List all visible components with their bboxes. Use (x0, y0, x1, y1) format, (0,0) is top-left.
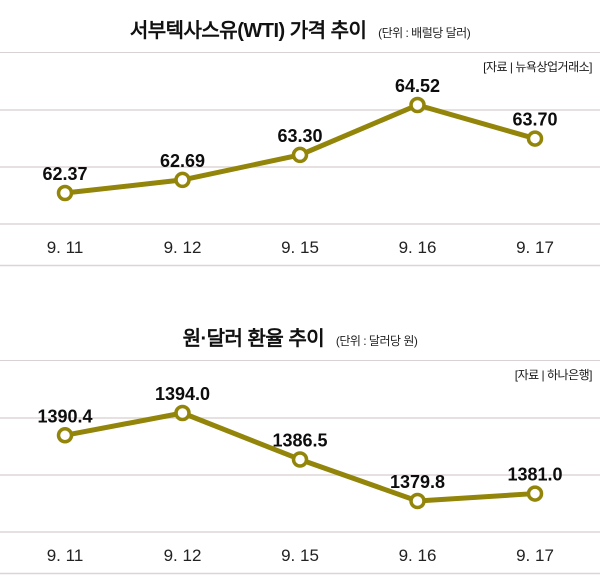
x-tick-label: 9. 11 (47, 546, 84, 565)
chart-unit-label: (단위 : 달러당 원) (335, 334, 418, 348)
x-tick-label: 9. 12 (164, 238, 202, 257)
data-point-marker (56, 427, 74, 444)
value-label: 1379.8 (390, 472, 445, 492)
wti-chart-card: 서부텍사스유(WTI) 가격 추이 (단위 : 배럴당 달러) [자료 | 뉴욕… (0, 5, 600, 267)
x-tick-label: 9. 15 (281, 546, 319, 565)
wti-chart-header: 서부텍사스유(WTI) 가격 추이 (단위 : 배럴당 달러) (0, 5, 600, 53)
x-tick-label: 9. 11 (47, 238, 84, 257)
chart-title: 서부텍사스유(WTI) 가격 추이 (129, 20, 367, 42)
chart-source: [자료 | 뉴욕상업거래소] (483, 60, 592, 74)
x-tick-label: 9. 16 (399, 546, 437, 565)
data-point-marker (409, 96, 426, 114)
chart-title: 원·달러 환율 추이 (182, 328, 325, 350)
value-label: 62.69 (160, 151, 205, 171)
value-label: 1386.5 (272, 430, 327, 450)
x-tick-label: 9. 17 (516, 546, 554, 565)
value-label: 63.70 (512, 110, 557, 130)
data-point-marker (409, 492, 426, 510)
fx-chart-header: 원·달러 환율 추이 (단위 : 달러당 원) (0, 313, 600, 361)
value-label: 62.37 (42, 164, 87, 184)
fx-chart-card: 원·달러 환율 추이 (단위 : 달러당 원) [자료 | 하나은행] 1390… (0, 313, 600, 575)
value-label: 64.52 (395, 76, 440, 96)
value-label: 1390.4 (37, 406, 92, 426)
value-label: 1394.0 (155, 384, 210, 404)
data-point-marker (526, 485, 544, 502)
x-tick-label: 9. 12 (164, 546, 202, 565)
chart-source: [자료 | 하나은행] (514, 368, 593, 382)
x-tick-label: 9. 16 (399, 238, 437, 257)
fx-line-chart: 1390.4 9. 11 1394.0 9. 12 1386.5 9. 15 1379.8 9… (0, 384, 600, 575)
value-label: 63.30 (277, 126, 322, 146)
wti-chart-title-row: 서부텍사스유(WTI) 가격 추이 (단위 : 배럴당 달러) (0, 14, 600, 44)
data-point-marker (526, 130, 544, 147)
chart-unit-label: (단위 : 배럴당 달러) (378, 26, 471, 40)
x-tick-label: 9. 15 (281, 238, 319, 257)
wti-line-chart: 62.37 9. 11 62.69 9. 12 63.30 9. 15 64.52 9. 16… (0, 76, 600, 267)
value-label: 1381.0 (507, 465, 562, 485)
data-point-marker (56, 184, 74, 202)
x-tick-label: 9. 17 (516, 238, 554, 257)
data-point-marker (174, 404, 191, 422)
data-point-marker (174, 171, 191, 189)
data-point-marker (291, 451, 309, 468)
data-point-marker (291, 146, 309, 164)
fx-chart-title-row: 원·달러 환율 추이 (단위 : 달러당 원) (0, 322, 600, 352)
